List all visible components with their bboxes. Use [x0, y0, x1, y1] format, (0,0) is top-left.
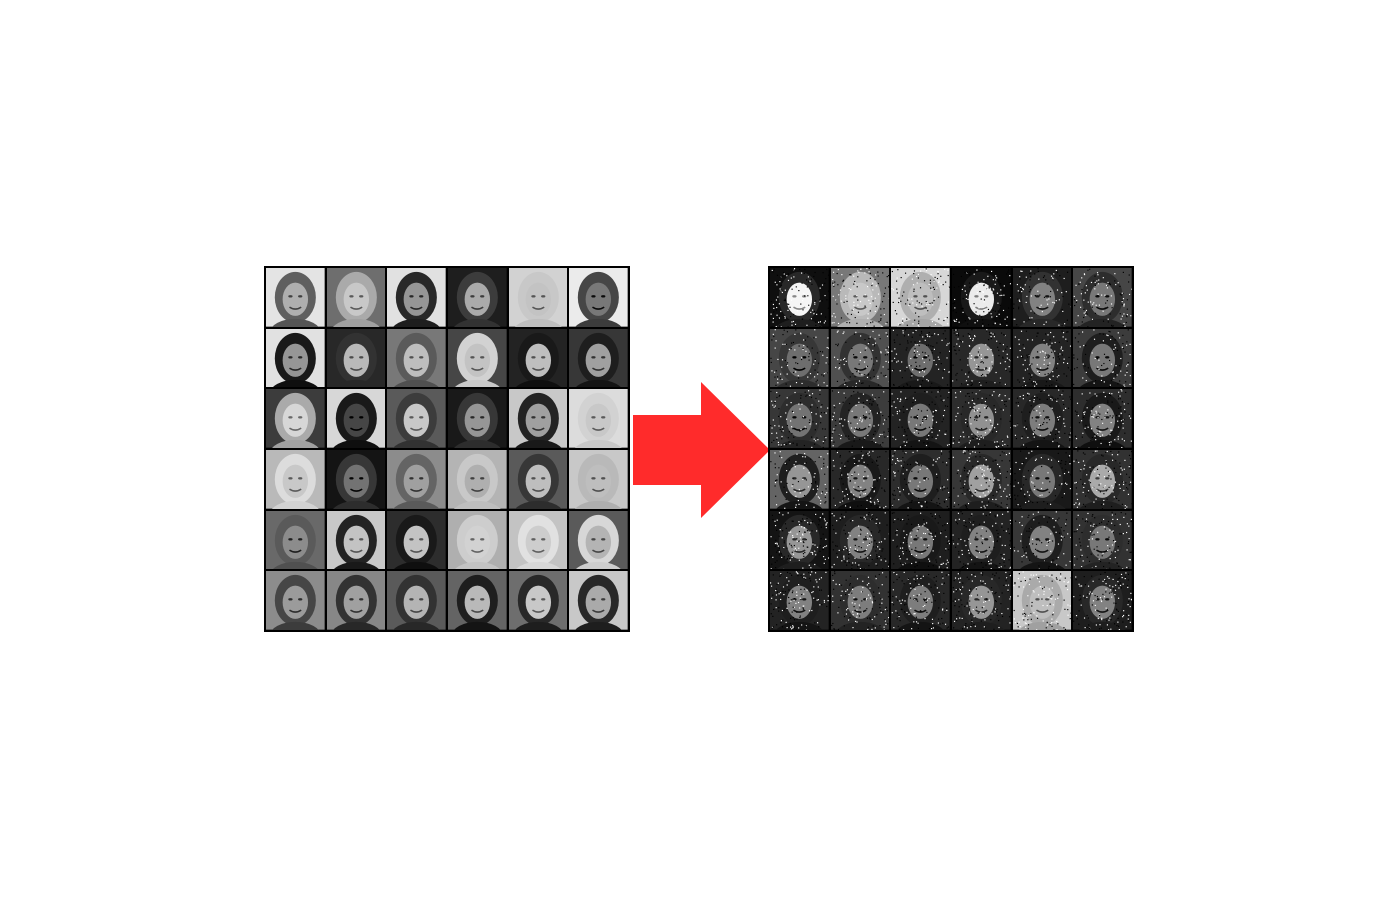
face-tile-6 [569, 268, 628, 327]
face-tile-12 [569, 328, 628, 388]
noisy-face-tile-4 [952, 268, 1011, 327]
face-tile-19 [266, 450, 325, 509]
noisy-face-tile-29 [1012, 510, 1072, 570]
noisy-face-tile-36 [1073, 571, 1132, 630]
face-tile-7 [266, 328, 325, 388]
face-tile-9 [387, 328, 446, 388]
noisy-face-tile-19 [770, 450, 829, 509]
noisy-face-tile-35 [1012, 571, 1072, 630]
noisy-face-tile-3 [891, 268, 950, 327]
face-tile-33 [387, 571, 446, 630]
noisy-face-tile-2 [830, 268, 890, 327]
face-tile-4 [448, 268, 507, 327]
noisy-face-tile-20 [830, 450, 890, 509]
noisy-face-tile-16 [952, 389, 1011, 448]
noisy-face-tile-30 [1073, 510, 1132, 570]
noisy-face-tile-18 [1073, 389, 1132, 448]
face-tile-18 [569, 389, 628, 448]
face-tile-20 [326, 450, 386, 509]
face-tile-11 [508, 328, 568, 388]
noisy-face-tile-1 [770, 268, 829, 327]
noisy-face-tile-23 [1012, 450, 1072, 509]
face-tile-31 [266, 571, 325, 630]
face-tile-16 [448, 389, 507, 448]
face-tile-5 [508, 268, 568, 327]
face-tile-17 [508, 389, 568, 448]
face-tile-28 [448, 510, 507, 570]
face-tile-1 [266, 268, 325, 327]
noisy-face-tile-21 [891, 450, 950, 509]
face-tile-32 [326, 571, 386, 630]
face-tile-21 [387, 450, 446, 509]
face-tile-15 [387, 389, 446, 448]
face-tile-26 [326, 510, 386, 570]
face-tile-22 [448, 450, 507, 509]
face-tile-14 [326, 389, 386, 448]
noisy-face-tile-11 [1012, 328, 1072, 388]
noisy-face-tile-33 [891, 571, 950, 630]
noisy-face-tile-31 [770, 571, 829, 630]
original-face-grid [264, 266, 630, 632]
noisy-face-tile-26 [830, 510, 890, 570]
face-tile-27 [387, 510, 446, 570]
noisy-face-tile-7 [770, 328, 829, 388]
noisy-face-tile-24 [1073, 450, 1132, 509]
face-tile-36 [569, 571, 628, 630]
noisy-face-tile-28 [952, 510, 1011, 570]
noisy-face-tile-34 [952, 571, 1011, 630]
noisy-face-tile-15 [891, 389, 950, 448]
face-tile-13 [266, 389, 325, 448]
face-tile-35 [508, 571, 568, 630]
face-tile-3 [387, 268, 446, 327]
face-tile-30 [569, 510, 628, 570]
noisy-face-grid [768, 266, 1134, 632]
transform-arrow-icon [633, 382, 770, 518]
noisy-face-tile-10 [952, 328, 1011, 388]
noisy-face-tile-22 [952, 450, 1011, 509]
noisy-face-tile-9 [891, 328, 950, 388]
noisy-face-tile-13 [770, 389, 829, 448]
face-tile-25 [266, 510, 325, 570]
face-tile-10 [448, 328, 507, 388]
noisy-face-tile-14 [830, 389, 890, 448]
noisy-face-tile-6 [1073, 268, 1132, 327]
face-tile-29 [508, 510, 568, 570]
noisy-face-tile-12 [1073, 328, 1132, 388]
noisy-face-tile-8 [830, 328, 890, 388]
noisy-face-tile-32 [830, 571, 890, 630]
noisy-face-tile-27 [891, 510, 950, 570]
arrow-shape [633, 382, 770, 518]
face-tile-24 [569, 450, 628, 509]
face-tile-34 [448, 571, 507, 630]
noisy-face-tile-17 [1012, 389, 1072, 448]
noisy-face-tile-25 [770, 510, 829, 570]
face-tile-2 [326, 268, 386, 327]
face-tile-8 [326, 328, 386, 388]
face-tile-23 [508, 450, 568, 509]
noisy-face-tile-5 [1012, 268, 1072, 327]
